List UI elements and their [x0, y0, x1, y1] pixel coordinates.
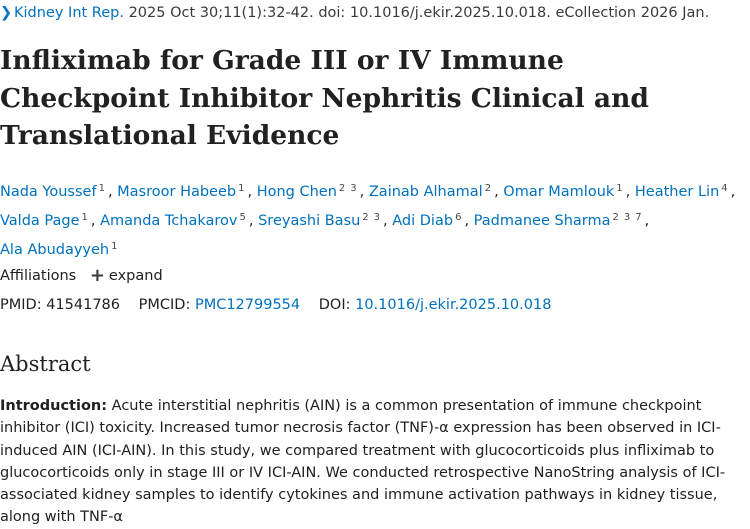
doi-link[interactable]: 10.1016/j.ekir.2025.10.018	[355, 297, 552, 313]
author-name-link[interactable]: Sreyashi Basu	[258, 213, 361, 229]
identifier-row: PMID: 41541786 PMCID: PMC12799554 DOI: 1…	[0, 295, 551, 315]
author-list: Nada Youssef 1, Masroor Habeeb 1, Hong Che…	[0, 176, 748, 263]
abstract-introduction: Introduction: Acute interstitial nephrit…	[0, 395, 742, 529]
author-separator: ,	[359, 184, 369, 200]
affiliation-number[interactable]: 2	[338, 183, 346, 194]
affiliation-number[interactable]: 2	[362, 212, 369, 223]
author-item: Sreyashi Basu 2 3	[258, 212, 383, 229]
journal-link[interactable]: Kidney Int Rep.	[14, 5, 124, 21]
author-separator: ,	[248, 213, 259, 229]
plus-icon: +	[89, 265, 105, 286]
author-name-link[interactable]: Nada Youssef	[0, 184, 97, 200]
author-item: Padmanee Sharma 2 3 7	[473, 212, 645, 229]
author-separator: ,	[730, 184, 736, 200]
affiliation-number[interactable]: 1	[111, 241, 118, 252]
affiliation-number[interactable]: 7	[635, 212, 642, 223]
author-name-link[interactable]: Amanda Tchakarov	[100, 213, 238, 229]
affiliation-number[interactable]: 1	[98, 183, 105, 194]
affiliation-number[interactable]: 2	[484, 183, 492, 194]
author-separator: ,	[625, 184, 635, 200]
author-name-link[interactable]: Omar Mamlouk	[503, 184, 615, 200]
author-item: Omar Mamlouk 1	[503, 183, 625, 200]
pmcid-link[interactable]: PMC12799554	[194, 297, 301, 313]
expand-label: expand	[108, 268, 163, 284]
doi-label: DOI:	[318, 297, 351, 313]
affiliation-number[interactable]: 1	[81, 212, 88, 223]
affiliation-number[interactable]: 1	[238, 183, 245, 194]
introduction-text: Acute interstitial nephritis (AIN) is a …	[0, 398, 726, 526]
author-name-link[interactable]: Adi Diab	[392, 213, 454, 229]
affiliation-number[interactable]: 3	[373, 212, 381, 223]
introduction-label: Introduction:	[0, 398, 108, 414]
chevron-right-icon[interactable]: ❯	[0, 5, 13, 21]
author-item: Ala Abudayyeh 1	[0, 241, 121, 258]
author-separator: ,	[90, 213, 101, 229]
author-separator: ,	[107, 184, 118, 200]
pmid-label: PMID:	[0, 297, 42, 313]
abstract-heading: Abstract	[0, 352, 91, 376]
author-item: Valda Page 1	[0, 212, 91, 229]
affiliation-number[interactable]: 5	[239, 212, 246, 223]
affiliation-number[interactable]: 1	[616, 183, 623, 194]
author-item: Masroor Habeeb 1	[117, 183, 247, 200]
affiliation-number[interactable]: 3	[350, 183, 357, 194]
author-name-link[interactable]: Hong Chen	[256, 184, 337, 200]
author-separator: ,	[494, 184, 504, 200]
author-name-link[interactable]: Heather Lin	[634, 184, 720, 200]
author-name-link[interactable]: Masroor Habeeb	[117, 184, 237, 200]
author-item: Nada Youssef 1	[0, 183, 108, 200]
pmid-value: 41541786	[46, 297, 121, 313]
pmcid-label: PMCID:	[138, 297, 191, 313]
author-item: Zainab Alhamal 2	[368, 183, 494, 200]
affiliations-label: Affiliations	[0, 268, 77, 284]
article-title: Infliximab for Grade III or IV Immune Ch…	[0, 45, 649, 151]
author-item: Amanda Tchakarov 5	[100, 212, 249, 229]
author-name-link[interactable]: Zainab Alhamal	[368, 184, 483, 200]
author-separator: ,	[247, 184, 257, 200]
affiliations-toggle-row: Affiliations + expand	[0, 266, 163, 286]
author-item: Heather Lin 4	[634, 183, 731, 200]
affiliation-number[interactable]: 4	[721, 183, 728, 194]
author-name-link[interactable]: Valda Page	[0, 213, 80, 229]
author-item: Hong Chen 2 3	[256, 183, 360, 200]
author-separator: ,	[383, 213, 393, 229]
author-name-link[interactable]: Ala Abudayyeh	[0, 242, 110, 258]
author-separator: ,	[644, 213, 650, 229]
author-separator: ,	[464, 213, 474, 229]
affiliation-number[interactable]: 3	[623, 212, 631, 223]
affiliation-number[interactable]: 6	[455, 212, 462, 223]
affiliations-expand-button[interactable]: + expand	[89, 265, 163, 286]
affiliation-number[interactable]: 2	[612, 212, 619, 223]
citation-line: ❯ Kidney Int Rep. 2025 Oct 30;11(1):32-42…	[0, 3, 750, 23]
author-name-link[interactable]: Padmanee Sharma	[473, 213, 611, 229]
citation-details: 2025 Oct 30;11(1):32-42. doi: 10.1016/j.…	[128, 5, 710, 21]
author-item: Adi Diab 6	[392, 212, 464, 229]
